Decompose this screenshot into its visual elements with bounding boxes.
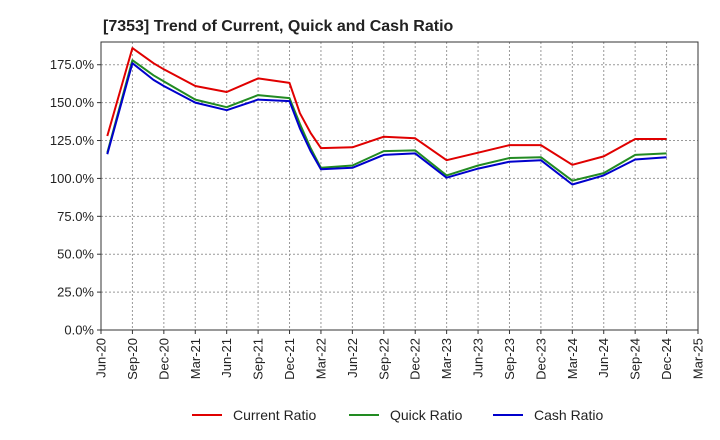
- legend: Current Ratio Quick Ratio Cash Ratio: [192, 407, 603, 423]
- x-tick-label: Sep-23: [502, 338, 517, 380]
- x-tick-label: Jun-23: [471, 338, 486, 378]
- series-line-current-ratio: [106, 47, 667, 166]
- x-tick-label: Mar-23: [439, 338, 454, 379]
- x-tick-label: Sep-21: [251, 338, 266, 380]
- x-tick-label: Dec-20: [156, 338, 171, 380]
- legend-label-current-ratio: Current Ratio: [233, 407, 316, 423]
- plot-border: [100, 41, 699, 331]
- y-tick-label: 125.0%: [50, 133, 95, 148]
- x-tick-label: Mar-25: [691, 338, 706, 379]
- x-tick-label: Mar-24: [565, 338, 580, 379]
- y-tick-label: 150.0%: [50, 95, 95, 110]
- x-tick-label: Sep-20: [125, 338, 140, 380]
- y-tick-label: 75.0%: [57, 209, 94, 224]
- legend-label-quick-ratio: Quick Ratio: [390, 407, 463, 423]
- y-tick-label: 0.0%: [64, 323, 94, 338]
- x-tick-label: Jun-24: [596, 338, 611, 378]
- y-tick-label: 50.0%: [57, 247, 94, 262]
- x-tick-label: Dec-24: [659, 338, 674, 380]
- chart-title: [7353] Trend of Current, Quick and Cash …: [103, 18, 454, 35]
- x-tick-label: Jun-20: [94, 338, 109, 378]
- x-tick-label: Sep-22: [376, 338, 391, 380]
- series-line-cash-ratio: [106, 62, 667, 186]
- plot-area: 0.0% 25.0% 50.0% 75.0% 100.0% 125.0% 150.0% 175…: [50, 41, 706, 380]
- x-tick-label: Mar-22: [313, 338, 328, 379]
- x-tick-label: Jun-22: [345, 338, 360, 378]
- x-tick-label: Dec-23: [533, 338, 548, 380]
- y-tick-label: 25.0%: [57, 285, 94, 300]
- x-tick-label: Mar-21: [188, 338, 203, 379]
- x-tick-label: Dec-21: [282, 338, 297, 380]
- legend-label-cash-ratio: Cash Ratio: [534, 407, 603, 423]
- x-tick-label: Dec-22: [408, 338, 423, 380]
- series-line-quick-ratio: [106, 59, 667, 182]
- y-tick-label: 100.0%: [50, 171, 95, 186]
- y-tick-label: 175.0%: [50, 57, 95, 72]
- x-tick-label: Jun-21: [219, 338, 234, 378]
- x-tick-label: Sep-24: [628, 338, 643, 380]
